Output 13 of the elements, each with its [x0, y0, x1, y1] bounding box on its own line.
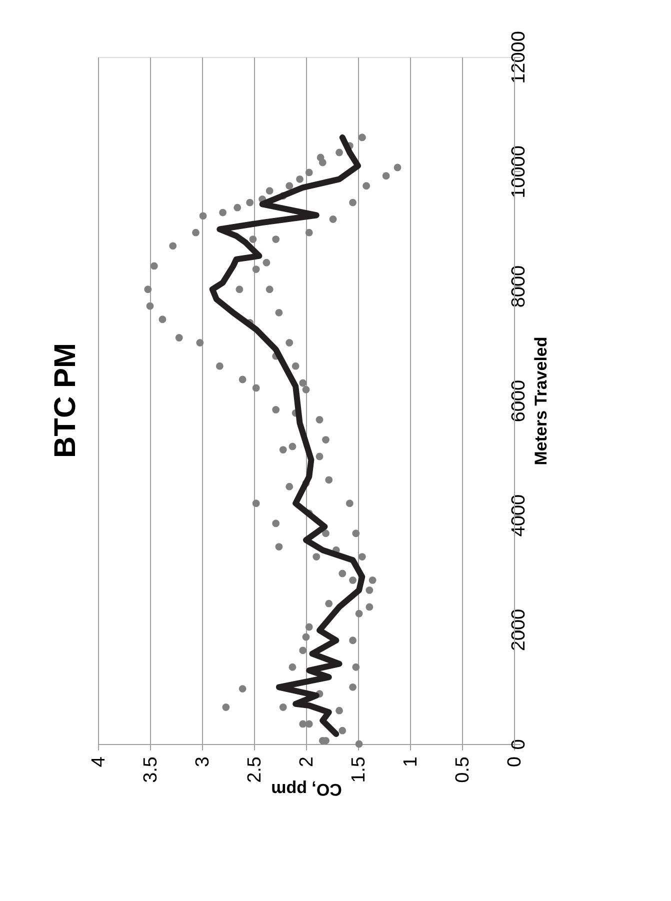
- text: BTC PM: [49, 343, 82, 458]
- y-axis-title: Meters Traveled: [532, 336, 550, 466]
- x-tick-label: 2: [296, 756, 318, 768]
- y-tick-label: 0: [508, 739, 530, 750]
- x-tick-label: 0.5: [452, 756, 474, 783]
- x-tick-label: 2.5: [244, 756, 266, 783]
- y-tick-label: 12000: [508, 31, 530, 84]
- x-tick-label: 4: [88, 756, 110, 768]
- x-tick-label: 1: [400, 756, 422, 768]
- x-tick-label: 3: [192, 756, 214, 768]
- x-axis-title: CO, ppm: [271, 780, 342, 799]
- x-tick-label: 3.5: [140, 756, 162, 783]
- x-tick-label: 1.5: [348, 756, 370, 783]
